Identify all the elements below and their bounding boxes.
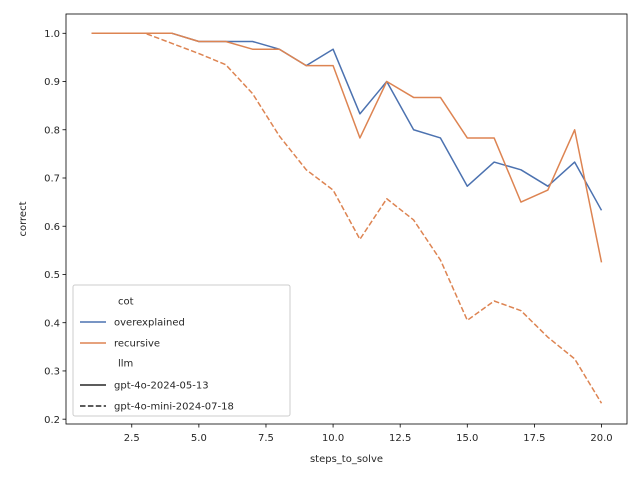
y-axis: 0.2 0.3 0.4 0.5 0.6 0.7 0.8 0.9 1.0 (44, 29, 66, 426)
y-tick-label: 0.3 (44, 367, 60, 378)
y-tick-label: 0.2 (44, 415, 60, 426)
y-tick-label: 0.9 (44, 77, 60, 88)
x-tick-label: 17.5 (523, 433, 545, 444)
x-axis-label: steps_to_solve (310, 454, 383, 465)
plot-frame (65, 13, 628, 425)
series-line-recursive-mini (91, 32, 603, 404)
x-tick-label: 15.0 (456, 433, 478, 444)
x-tick-label: 12.5 (389, 433, 411, 444)
y-tick-label: 1.0 (44, 29, 60, 40)
legend-label-recursive: recursive (114, 339, 160, 350)
legend-label-gpt-4o: gpt-4o-2024-05-13 (114, 381, 209, 392)
x-tick-label: 7.5 (258, 433, 274, 444)
y-tick-label: 0.7 (44, 174, 60, 185)
y-tick-label: 0.5 (44, 270, 60, 281)
y-tick-label: 0.8 (44, 125, 60, 136)
x-tick-label: 10.0 (322, 433, 344, 444)
x-tick-label: 5.0 (191, 433, 207, 444)
y-axis-label: correct (18, 201, 29, 236)
legend-box (72, 284, 291, 417)
legend-label-gpt-4o-mini: gpt-4o-mini-2024-07-18 (114, 402, 234, 413)
legend: cot overexplained recursive llm gpt-4o-2… (72, 284, 291, 417)
legend-title-llm: llm (118, 359, 133, 370)
series-layer (91, 32, 603, 404)
series-line-recursive (91, 32, 603, 263)
x-tick-label: 2.5 (124, 433, 140, 444)
series-line-overexplained (91, 32, 603, 211)
legend-label-overexplained: overexplained (114, 318, 185, 329)
y-tick-label: 0.4 (44, 318, 60, 329)
x-tick-label: 20.0 (590, 433, 612, 444)
y-tick-label: 0.6 (44, 222, 60, 233)
x-axis: 2.5 5.0 7.5 10.0 12.5 15.0 17.5 20.0 (124, 424, 613, 444)
legend-title-cot: cot (118, 297, 134, 308)
